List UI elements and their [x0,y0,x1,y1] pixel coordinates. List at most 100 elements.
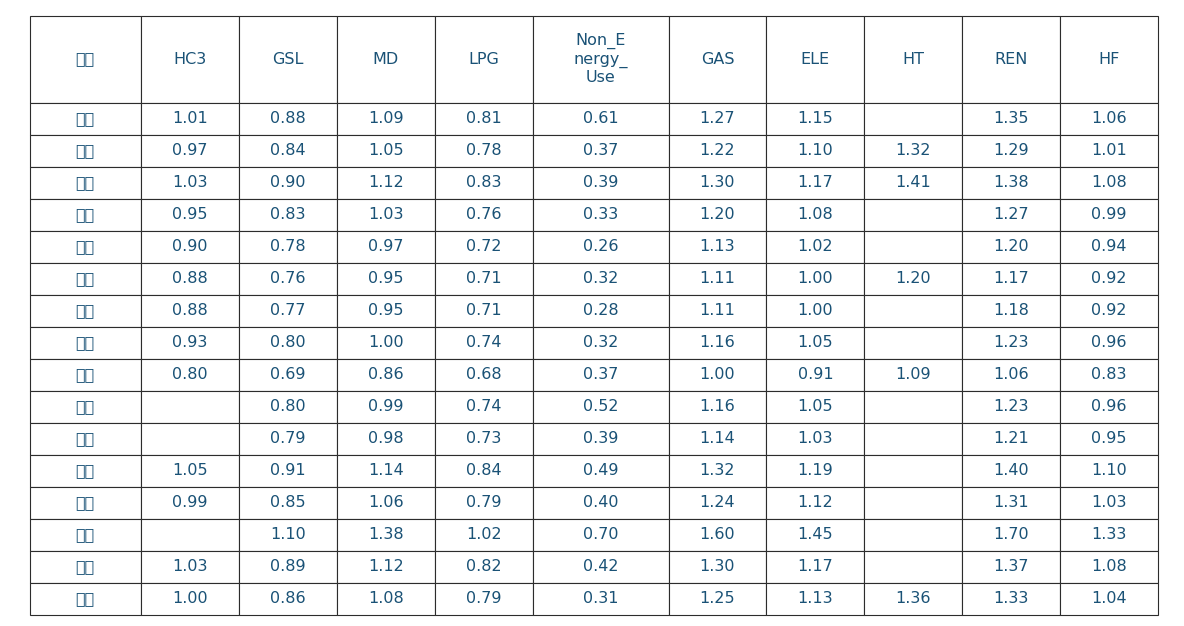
Bar [30,167,141,198]
Text: 1.38: 1.38 [368,527,404,542]
Bar [533,519,669,551]
Bar [30,327,141,359]
Text: 0.98: 0.98 [368,431,404,446]
Bar [864,230,963,262]
Text: 0.96: 0.96 [1092,399,1127,414]
Bar [669,16,766,103]
Bar [864,327,963,359]
Bar [239,167,336,198]
Text: 1.12: 1.12 [368,559,404,574]
Bar [864,167,963,198]
Text: 1.08: 1.08 [1092,559,1127,574]
Text: 1.06: 1.06 [993,367,1029,382]
Text: 1.01: 1.01 [172,111,208,126]
Bar [239,454,336,486]
Text: 0.37: 0.37 [583,367,618,382]
Text: 전북: 전북 [76,495,95,510]
Text: 1.08: 1.08 [798,207,834,222]
Text: 1.14: 1.14 [368,463,404,478]
Bar [533,167,669,198]
Bar [963,230,1060,262]
Bar [766,583,864,615]
Bar [30,391,141,423]
Bar [864,583,963,615]
Bar [766,135,864,167]
Text: 0.93: 0.93 [173,335,207,350]
Text: 인천: 인천 [76,431,95,446]
Bar [30,103,141,135]
Bar [1060,583,1158,615]
Bar [669,295,766,327]
Bar [963,295,1060,327]
Bar [435,167,533,198]
Bar [239,198,336,230]
Text: 전남: 전남 [76,463,95,478]
Text: 1.29: 1.29 [993,143,1029,158]
Bar [435,454,533,486]
Text: 1.06: 1.06 [1092,111,1127,126]
Bar [30,423,141,454]
Bar [669,167,766,198]
Bar [766,454,864,486]
Bar [1060,16,1158,103]
Text: 0.96: 0.96 [1092,335,1127,350]
Bar [963,391,1060,423]
Text: 1.17: 1.17 [993,271,1029,286]
Text: 1.22: 1.22 [700,143,735,158]
Text: HF: HF [1099,51,1120,66]
Bar [766,16,864,103]
Bar [963,167,1060,198]
Bar [30,198,141,230]
Bar [669,103,766,135]
Bar [766,230,864,262]
Text: 1.33: 1.33 [1092,527,1127,542]
Text: 0.74: 0.74 [466,335,501,350]
Bar [864,519,963,551]
Bar [239,295,336,327]
Bar [239,519,336,551]
Bar [963,262,1060,295]
Bar [1060,454,1158,486]
Text: 0.32: 0.32 [583,271,618,286]
Text: 0.97: 0.97 [368,239,404,254]
Text: 1.18: 1.18 [993,303,1029,318]
Bar [669,519,766,551]
Text: 경남: 경남 [76,175,95,190]
Bar [336,198,435,230]
Bar [141,423,239,454]
Text: 1.00: 1.00 [798,303,834,318]
Bar [336,423,435,454]
Text: 1.08: 1.08 [368,591,404,606]
Text: 0.26: 0.26 [583,239,618,254]
Text: 1.20: 1.20 [993,239,1029,254]
Bar [435,519,533,551]
Text: 0.73: 0.73 [466,431,501,446]
Text: HT: HT [902,51,925,66]
Text: 1.45: 1.45 [798,527,834,542]
Bar [239,16,336,103]
Bar [864,198,963,230]
Text: 1.70: 1.70 [993,527,1029,542]
Text: 1.00: 1.00 [172,591,208,606]
Bar [336,551,435,583]
Bar [533,198,669,230]
Text: 충북: 충북 [76,591,95,606]
Bar [669,198,766,230]
Bar [1060,262,1158,295]
Bar [864,486,963,519]
Bar [435,295,533,327]
Bar [336,16,435,103]
Bar [435,551,533,583]
Text: 1.60: 1.60 [700,527,735,542]
Text: 울산: 울산 [76,399,95,414]
Text: 0.88: 0.88 [172,303,208,318]
Text: 1.37: 1.37 [993,559,1029,574]
Bar [766,327,864,359]
Text: 0.77: 0.77 [270,303,305,318]
Bar [435,262,533,295]
Bar [141,167,239,198]
Bar [1060,486,1158,519]
Text: 1.23: 1.23 [993,335,1029,350]
Text: GAS: GAS [701,51,734,66]
Text: 0.69: 0.69 [270,367,305,382]
